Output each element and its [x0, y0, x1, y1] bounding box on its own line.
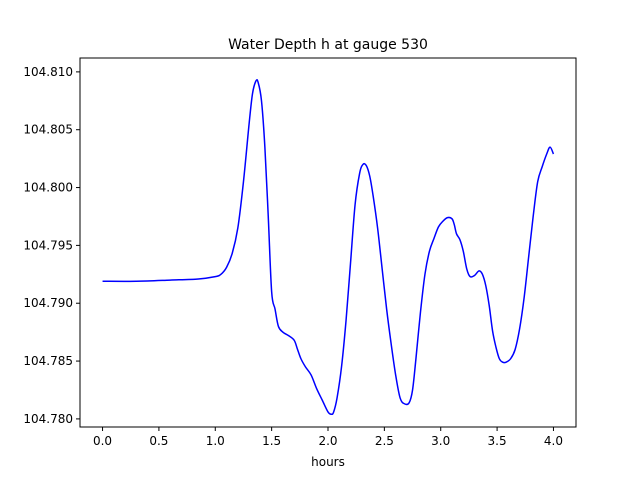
y-tick-label: 104.795: [23, 238, 73, 252]
y-tick-label: 104.790: [23, 296, 73, 310]
series-layer: [102, 79, 555, 416]
x-tick-label: 2.0: [318, 434, 337, 448]
x-axis-ticks: 0.0 0.5 1.0 1.5 2.0 2.5 3.0 3.5 4.0: [93, 427, 563, 448]
x-tick-label: 2.5: [375, 434, 394, 448]
x-tick-label: 4.0: [544, 434, 563, 448]
y-tick-label: 104.800: [23, 181, 73, 195]
series-line-0: [102, 79, 555, 416]
x-tick-label: 1.5: [262, 434, 281, 448]
x-tick-label: 0.5: [149, 434, 168, 448]
x-tick-label: 1.0: [206, 434, 225, 448]
chart-title: Water Depth h at gauge 530: [228, 37, 428, 53]
y-tick-label: 104.805: [23, 123, 73, 137]
y-tick-label: 104.810: [23, 65, 73, 79]
x-axis-label: hours: [311, 455, 345, 469]
x-tick-label: 3.5: [488, 434, 507, 448]
y-axis-ticks: 104.780 104.785 104.790 104.795 104.800 104.8…: [23, 65, 80, 426]
y-tick-label: 104.780: [23, 412, 73, 426]
x-tick-label: 3.0: [431, 434, 450, 448]
x-tick-label: 0.0: [93, 434, 112, 448]
y-tick-label: 104.785: [23, 354, 73, 368]
